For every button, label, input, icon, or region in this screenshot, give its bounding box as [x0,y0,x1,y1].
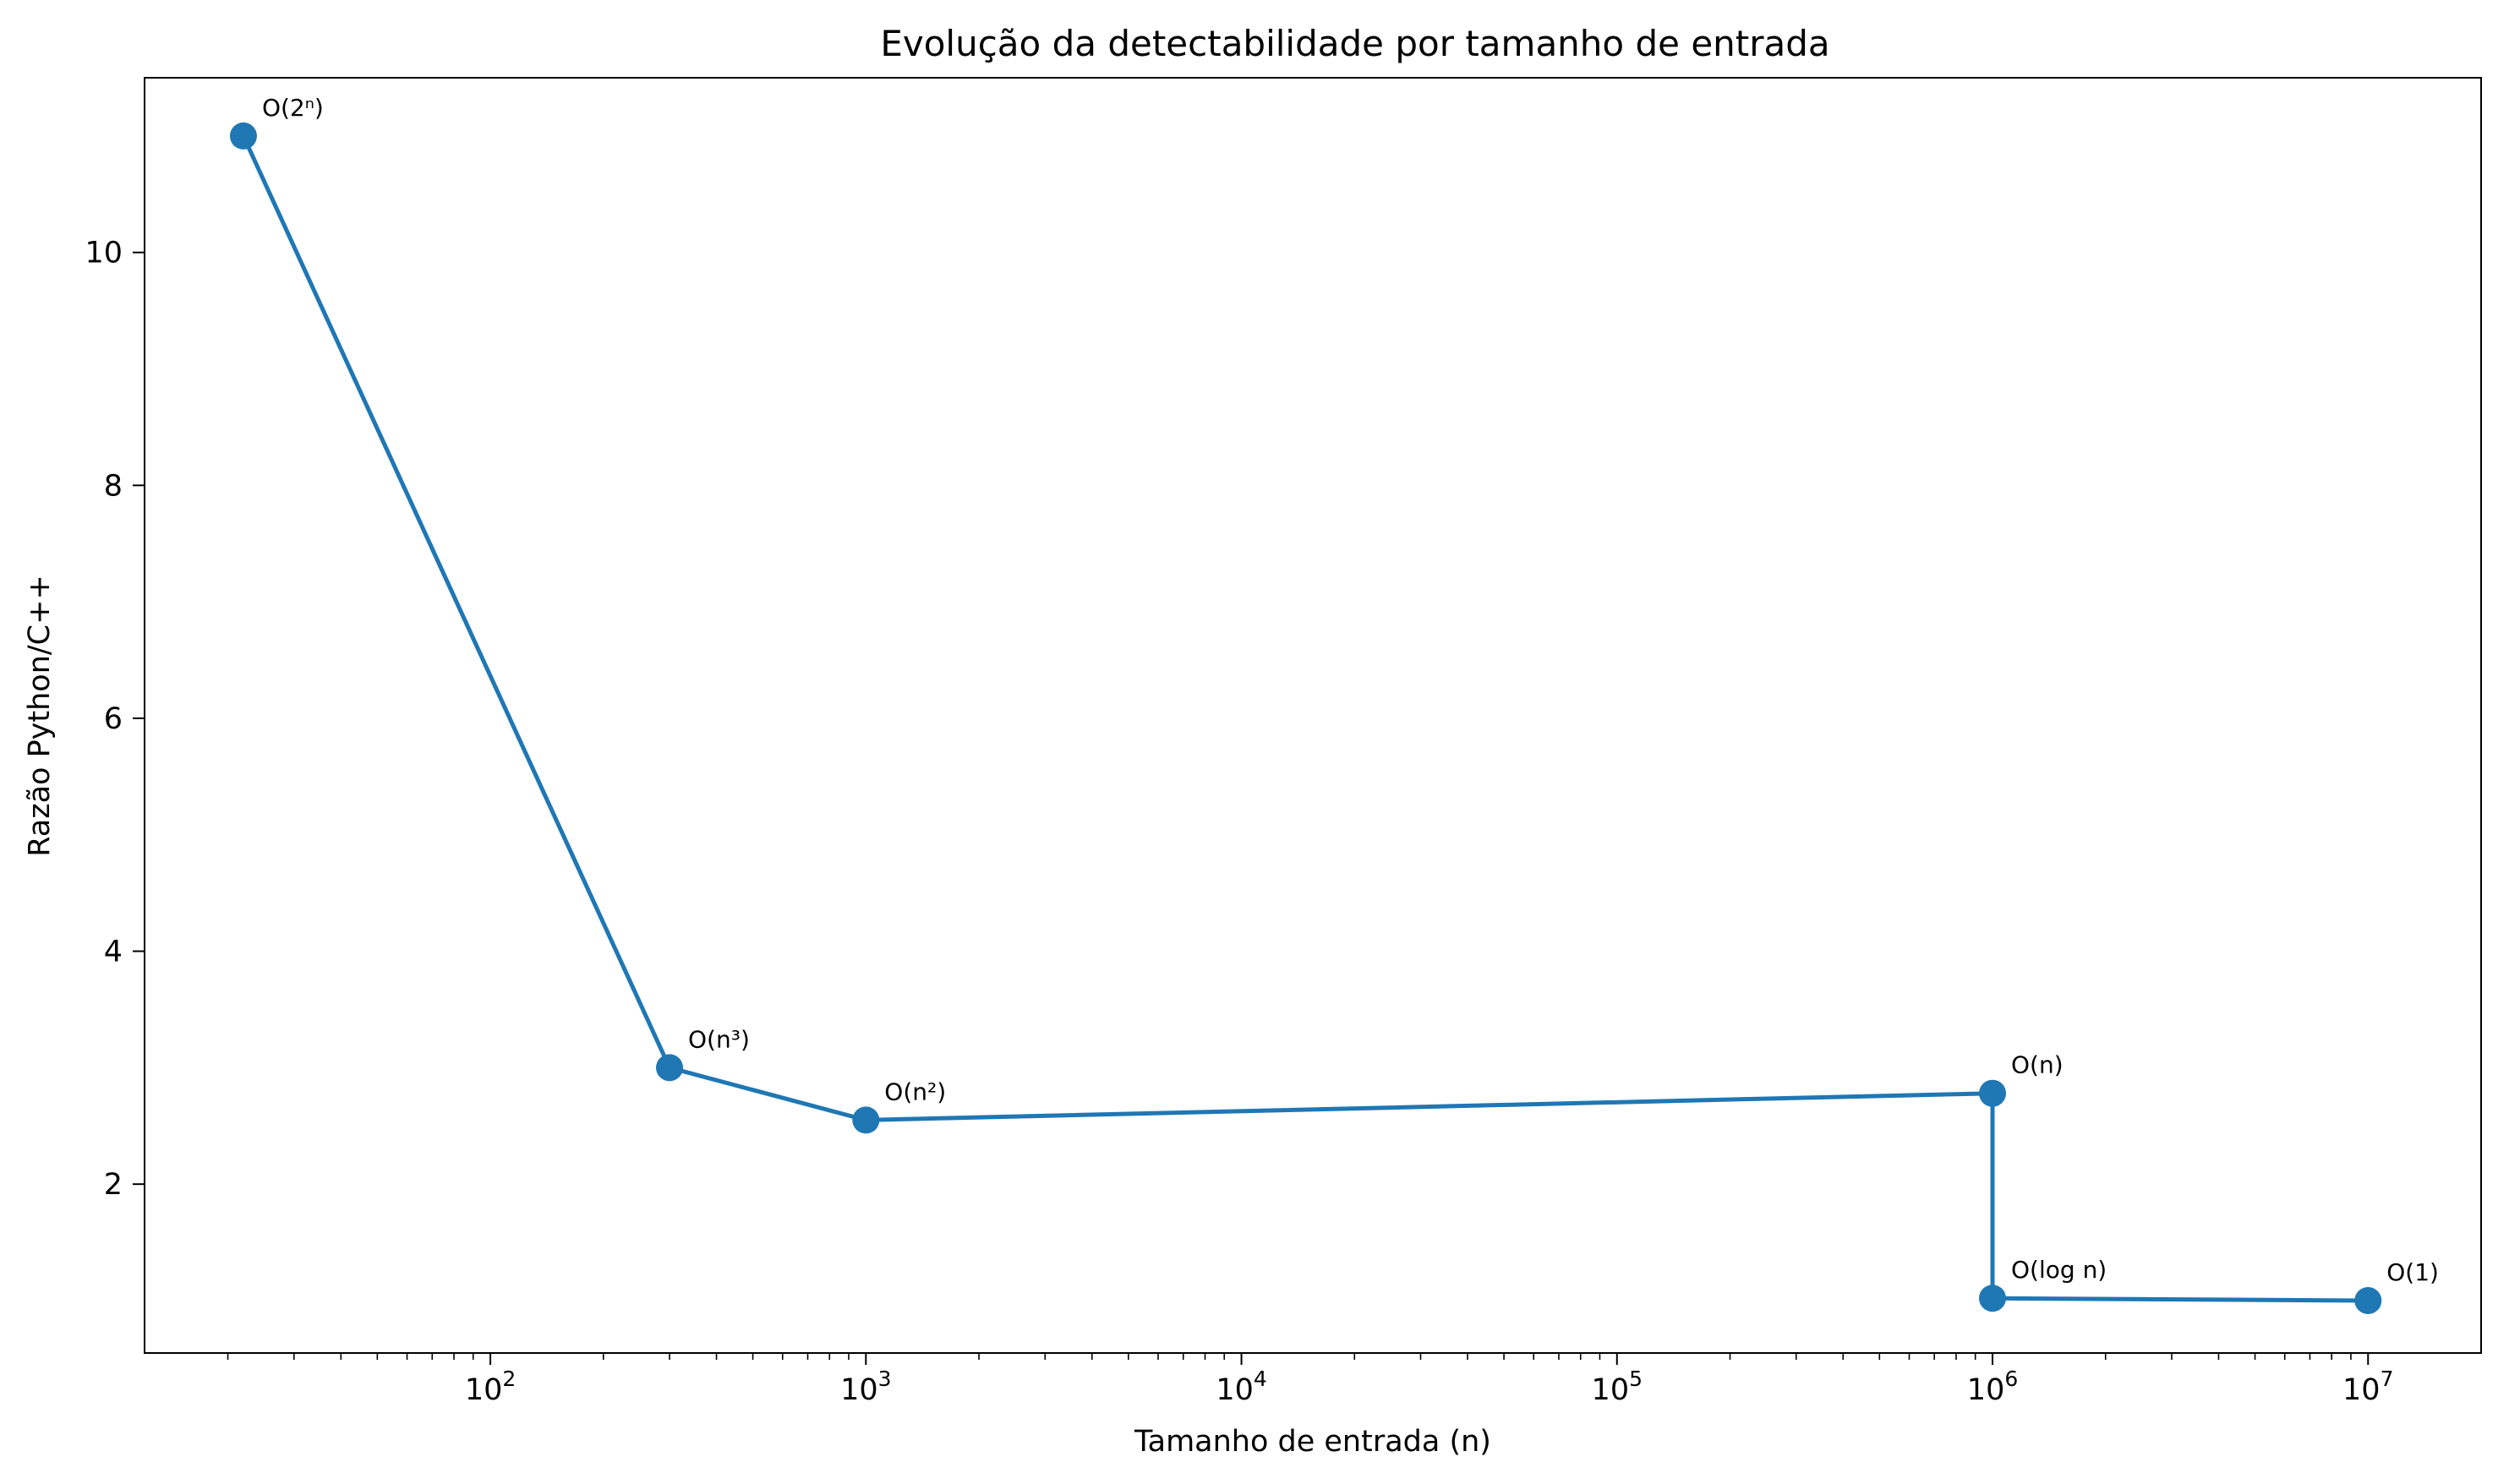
data-point [656,1054,684,1082]
y-tick-label: 4 [104,936,123,969]
x-tick-label: 106 [1967,1367,2018,1407]
x-tick-label: 104 [1216,1367,1266,1407]
x-tick-label: 105 [1592,1367,1643,1407]
data-point [229,122,257,150]
x-tick-label: 102 [465,1367,516,1407]
data-point [1979,1285,2007,1312]
series-layer: O(2ⁿ) O(n³) O(n²) O(n) O(log n) O(1) [229,94,2439,1314]
data-point-label: O(n²) [884,1078,946,1105]
data-point [2354,1286,2382,1314]
y-tick-label: 6 [104,702,123,736]
data-point-label: O(n³) [688,1025,750,1053]
x-axis-label: Tamanho de entrada (n) [1134,1425,1491,1459]
series-line [241,134,2369,1303]
data-point-label: O(n) [2011,1051,2064,1079]
data-point [852,1106,880,1134]
chart-title: Evolução da detectabilidade por tamanho … [880,23,1829,64]
x-axis-ticks: 102 103 104 105 106 107 [465,1353,2393,1407]
x-tick-label: 103 [840,1367,891,1407]
y-tick-label: 8 [104,469,123,503]
data-point-label: O(2ⁿ) [262,94,324,122]
x-tick-label: 107 [2342,1367,2393,1407]
x-minor-ticks [227,1353,2352,1360]
plot-area: 102 103 104 105 106 107 2 4 6 8 10 O(2ⁿ) O(n³) O(n²… [85,77,2482,1407]
plot-frame [144,77,2482,1354]
data-point [1979,1079,2007,1107]
data-point-label: O(log n) [2011,1256,2107,1284]
data-point-label: O(1) [2386,1258,2439,1286]
y-tick-label: 2 [104,1168,123,1202]
y-axis-label: Razão Python/C++ [23,575,57,857]
y-tick-label: 10 [85,237,123,270]
y-axis-ticks: 2 4 6 8 10 [85,237,145,1202]
